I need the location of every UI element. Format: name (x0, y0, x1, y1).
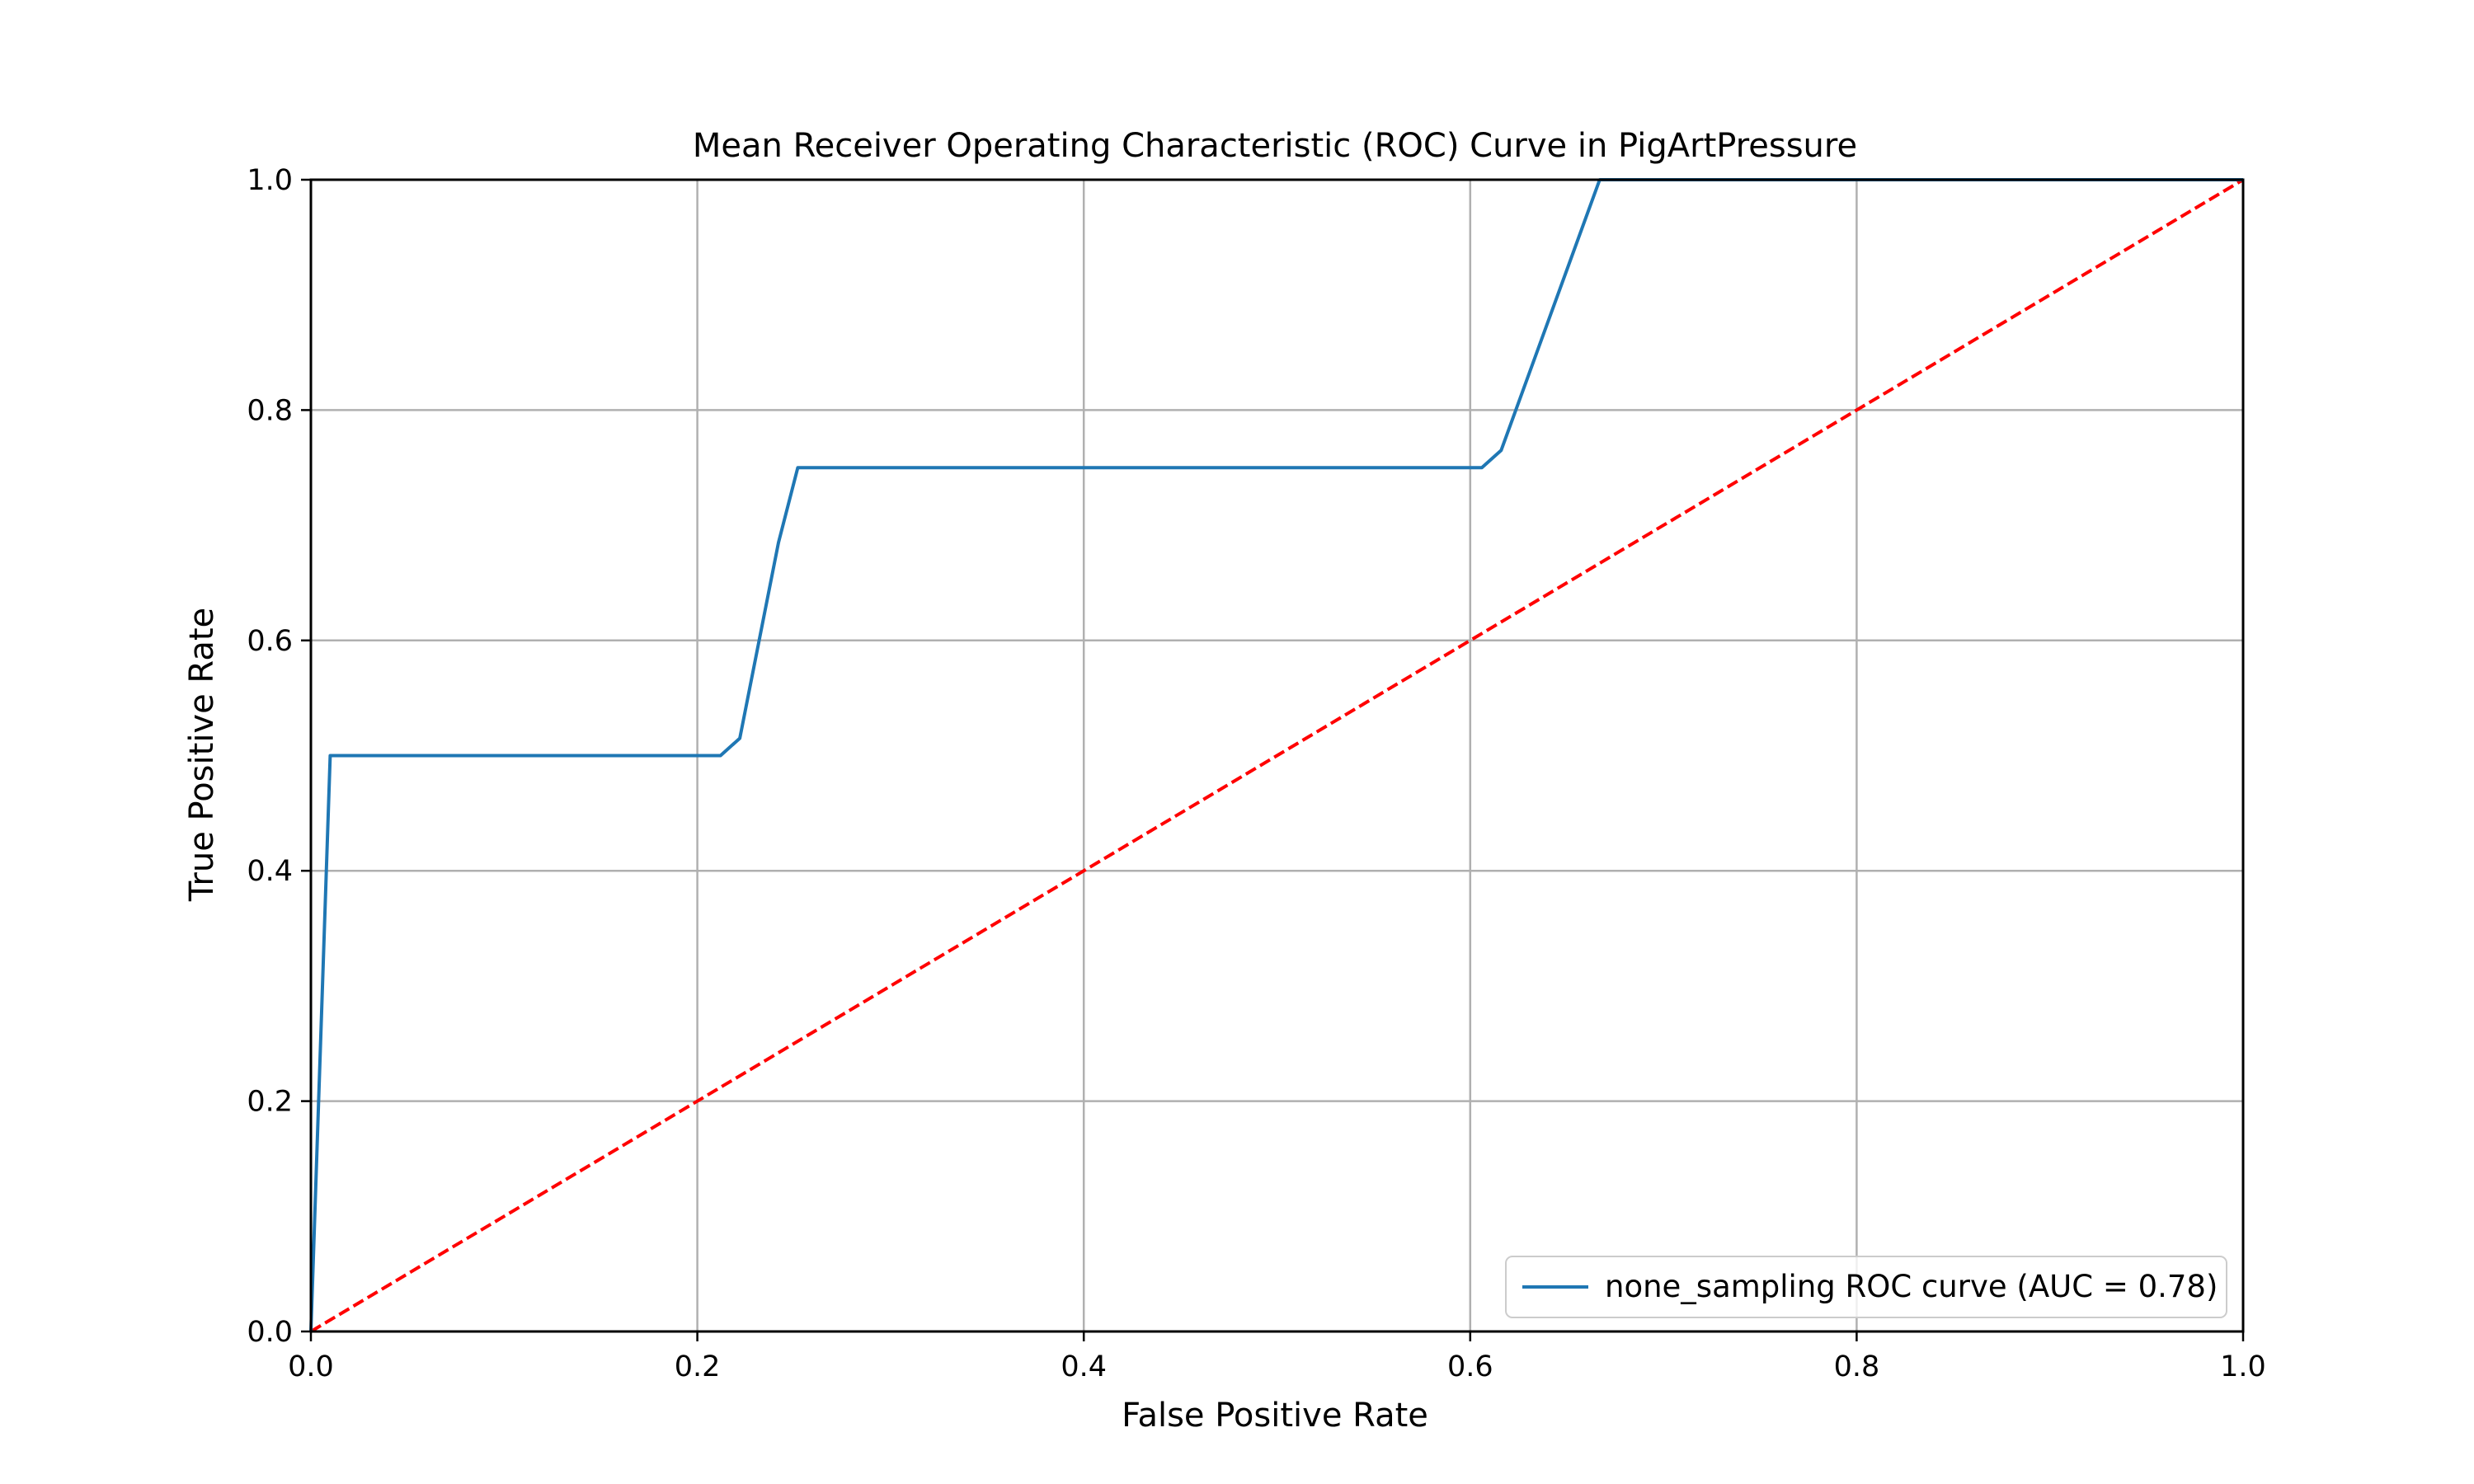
y-tick-label: 0.2 (247, 1086, 293, 1119)
y-axis-label: True Positive Rate (183, 608, 221, 902)
y-tick-label: 0.0 (247, 1316, 293, 1349)
plot-frame (309, 178, 2245, 1333)
x-axis-label: False Positive Rate (1122, 1397, 1428, 1435)
legend-box (1505, 1256, 2227, 1318)
x-tick-label: 0.0 (288, 1350, 334, 1383)
y-tick-label: 0.6 (247, 625, 293, 658)
ticks-layer: 0.0 0.2 0.4 0.6 0.8 1.0 0.0 0.2 0.4 0.6 0.8 1.0 (247, 164, 2266, 1383)
x-tick-label: 1.0 (2220, 1350, 2266, 1383)
roc-curve-line (309, 178, 2243, 1332)
legend: none_sampling ROC curve (AUC = 0.78) (1505, 1256, 2227, 1318)
x-tick-label: 0.6 (1447, 1350, 1493, 1383)
series-layer (309, 178, 2245, 1333)
legend-label: none_sampling ROC curve (AUC = 0.78) (1605, 1269, 2218, 1304)
x-tick-label: 0.8 (1834, 1350, 1880, 1383)
chart-title: Mean Receiver Operating Characteristic (… (693, 127, 1857, 165)
y-tick-label: 1.0 (247, 164, 293, 197)
y-tick-label: 0.4 (247, 855, 293, 888)
x-tick-label: 0.2 (675, 1350, 721, 1383)
chance-diagonal-line (309, 178, 2245, 1333)
y-tick-label: 0.8 (247, 394, 293, 427)
x-tick-label: 0.4 (1061, 1350, 1107, 1383)
